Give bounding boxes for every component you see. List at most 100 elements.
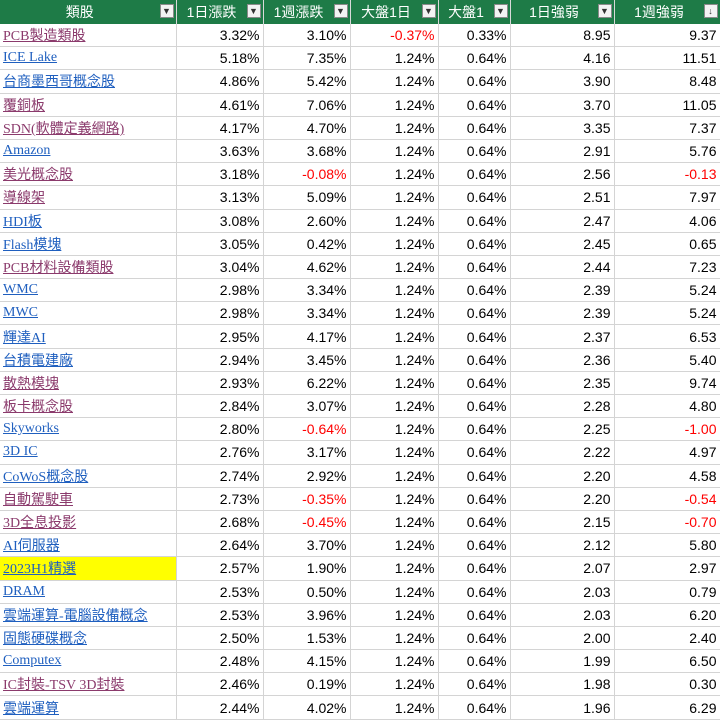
sector-link[interactable]: ICE Lake	[0, 46, 177, 71]
sector-link[interactable]: 覆銅板	[0, 93, 177, 117]
cell-1w-change: 3.34%	[263, 278, 351, 303]
sector-link[interactable]: 台積電建廠	[0, 348, 177, 372]
cell-1d-change: 2.95%	[176, 324, 264, 349]
sector-link[interactable]: 輝達AI	[0, 324, 177, 349]
cell-1d-change: 2.53%	[176, 603, 264, 627]
dropdown-filter-icon[interactable]: ▼	[159, 4, 174, 18]
cell-market-1w: 0.64%	[438, 301, 511, 326]
cell-market-1w: 0.64%	[438, 556, 511, 581]
cell-1w-strength: -0.54	[614, 487, 720, 511]
table-row: 雲端運算-電腦設備概念 2.53% 3.96% 1.24% 0.64% 2.03 6.20	[0, 603, 720, 627]
cell-1w-change: 4.02%	[263, 695, 351, 720]
header-label: 1日漲跌	[186, 4, 237, 20]
cell-market-1w: 0.64%	[438, 93, 511, 117]
cell-market-1w: 0.64%	[438, 417, 511, 442]
cell-market-1w: 0.64%	[438, 116, 511, 140]
sector-link[interactable]: 台商墨西哥概念股	[0, 69, 177, 94]
cell-market-1d: 1.24%	[350, 348, 439, 372]
sector-link[interactable]: 美光概念股	[0, 162, 177, 187]
cell-1d-strength: 2.44	[510, 255, 615, 280]
header-1d-change[interactable]: 1日漲跌 ▼	[176, 0, 264, 24]
sector-link[interactable]: PCB材料設備類股	[0, 255, 177, 280]
header-1d-strength[interactable]: 1日強弱 ▼	[510, 0, 615, 24]
cell-1d-strength: 2.91	[510, 139, 615, 164]
table-row: Computex 2.48% 4.15% 1.24% 0.64% 1.99 6.50	[0, 649, 720, 674]
sector-link[interactable]: 自動駕駛車	[0, 487, 177, 511]
sector-link[interactable]: HDI板	[0, 209, 177, 233]
sector-link[interactable]: WMC	[0, 278, 177, 303]
cell-1d-change: 4.17%	[176, 116, 264, 140]
cell-1w-strength: 5.40	[614, 348, 720, 372]
cell-1w-strength: 6.50	[614, 649, 720, 674]
dropdown-filter-icon[interactable]: ▼	[246, 4, 261, 18]
sector-link[interactable]: CoWoS概念股	[0, 464, 177, 488]
sector-link[interactable]: 2023H1精選	[0, 556, 177, 581]
cell-market-1d: 1.24%	[350, 649, 439, 674]
sector-link[interactable]: Flash模塊	[0, 232, 177, 256]
sector-link[interactable]: AI伺服器	[0, 533, 177, 558]
cell-market-1w: 0.64%	[438, 533, 511, 558]
table-row: 3D全息投影 2.68% -0.45% 1.24% 0.64% 2.15 -0.70	[0, 510, 720, 535]
table-row: 雲端運算 2.44% 4.02% 1.24% 0.64% 1.96 6.29	[0, 695, 720, 720]
header-1w-strength[interactable]: 1週強弱 ↓	[614, 0, 720, 24]
table-row: 台商墨西哥概念股 4.86% 5.42% 1.24% 0.64% 3.90 8.48	[0, 69, 720, 94]
cell-1d-change: 2.57%	[176, 556, 264, 581]
cell-1d-strength: 2.20	[510, 464, 615, 488]
cell-1d-strength: 2.12	[510, 533, 615, 558]
cell-1w-change: 3.17%	[263, 440, 351, 465]
cell-1d-change: 2.53%	[176, 580, 264, 604]
cell-1w-change: 4.15%	[263, 649, 351, 674]
header-market-1w[interactable]: 大盤1 ▼	[438, 0, 511, 24]
cell-1w-strength: 0.79	[614, 580, 720, 604]
sector-link[interactable]: 散熱模塊	[0, 371, 177, 396]
cell-1w-strength: 6.53	[614, 324, 720, 349]
sector-link[interactable]: 3D IC	[0, 440, 177, 465]
cell-1w-change: 4.17%	[263, 324, 351, 349]
sector-link[interactable]: 板卡概念股	[0, 394, 177, 419]
cell-market-1w: 0.64%	[438, 185, 511, 210]
sector-link[interactable]: MWC	[0, 301, 177, 326]
cell-market-1d: 1.24%	[350, 185, 439, 210]
dropdown-filter-icon[interactable]: ▼	[493, 4, 508, 18]
sector-link[interactable]: 雲端運算	[0, 695, 177, 720]
header-market-1d[interactable]: 大盤1日 ▼	[350, 0, 439, 24]
cell-1w-change: 7.06%	[263, 93, 351, 117]
table-row: DRAM 2.53% 0.50% 1.24% 0.64% 2.03 0.79	[0, 580, 720, 604]
cell-1w-strength: 5.76	[614, 139, 720, 164]
dropdown-filter-icon[interactable]: ▼	[333, 4, 348, 18]
sector-link[interactable]: IC封裝-TSV 3D封裝	[0, 672, 177, 697]
table-row: CoWoS概念股 2.74% 2.92% 1.24% 0.64% 2.20 4.58	[0, 464, 720, 488]
sector-link[interactable]: Amazon	[0, 139, 177, 164]
sector-link[interactable]: 雲端運算-電腦設備概念	[0, 603, 177, 627]
table-row: 散熱模塊 2.93% 6.22% 1.24% 0.64% 2.35 9.74	[0, 371, 720, 396]
header-1w-change[interactable]: 1週漲跌 ▼	[263, 0, 351, 24]
sector-link[interactable]: 固態硬碟概念	[0, 626, 177, 651]
dropdown-filter-icon[interactable]: ▼	[421, 4, 436, 18]
cell-1d-change: 2.46%	[176, 672, 264, 697]
sector-link[interactable]: 3D全息投影	[0, 510, 177, 535]
cell-market-1w: 0.64%	[438, 510, 511, 535]
sector-link[interactable]: PCB製造類股	[0, 24, 177, 48]
cell-1d-change: 2.68%	[176, 510, 264, 535]
cell-1d-change: 3.63%	[176, 139, 264, 164]
dropdown-filter-icon[interactable]: ▼	[597, 4, 612, 18]
table-row: WMC 2.98% 3.34% 1.24% 0.64% 2.39 5.24	[0, 278, 720, 303]
cell-1d-strength: 1.99	[510, 649, 615, 674]
sector-link[interactable]: Computex	[0, 649, 177, 674]
cell-market-1d: 1.24%	[350, 139, 439, 164]
sector-link[interactable]: 導線架	[0, 185, 177, 210]
sector-link[interactable]: Skyworks	[0, 417, 177, 442]
cell-market-1d: 1.24%	[350, 487, 439, 511]
sector-link[interactable]: DRAM	[0, 580, 177, 604]
cell-market-1w: 0.64%	[438, 232, 511, 256]
cell-1w-strength: 4.80	[614, 394, 720, 419]
sector-link[interactable]: SDN(軟體定義網路)	[0, 116, 177, 140]
header-label: 1週漲跌	[273, 4, 324, 20]
cell-1d-strength: 2.15	[510, 510, 615, 535]
table-row: Flash模塊 3.05% 0.42% 1.24% 0.64% 2.45 0.65	[0, 232, 720, 256]
sort-filter-icon[interactable]: ↓	[703, 4, 718, 18]
cell-market-1w: 0.64%	[438, 371, 511, 396]
cell-1d-strength: 2.56	[510, 162, 615, 187]
header-label: 大盤1	[448, 4, 484, 20]
header-sector[interactable]: 類股 ▼	[0, 0, 177, 24]
